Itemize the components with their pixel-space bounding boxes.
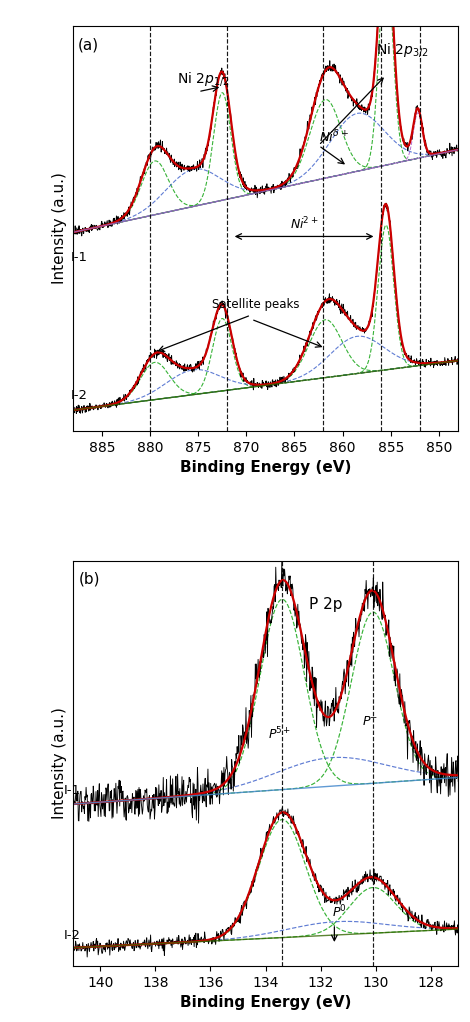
Text: Ni$^{\delta+}$: Ni$^{\delta+}$ (319, 129, 349, 145)
X-axis label: Binding Energy (eV): Binding Energy (eV) (180, 460, 351, 475)
Text: I-2: I-2 (64, 929, 81, 942)
Y-axis label: Intensity (a.u.): Intensity (a.u.) (52, 707, 67, 819)
Text: Ni $2p_{1/2}$: Ni $2p_{1/2}$ (177, 69, 229, 88)
Text: Ni$^{2+}$: Ni$^{2+}$ (290, 216, 318, 232)
Text: Ni $2p_{3/2}$: Ni $2p_{3/2}$ (376, 41, 429, 58)
Text: P$^{5+}$: P$^{5+}$ (267, 726, 291, 743)
Text: I-1: I-1 (70, 250, 87, 264)
Text: P$^{0}$: P$^{0}$ (332, 903, 346, 920)
Text: (a): (a) (78, 38, 99, 53)
Y-axis label: Intensity (a.u.): Intensity (a.u.) (52, 173, 67, 284)
Text: Satellite peaks: Satellite peaks (212, 297, 300, 311)
Text: (b): (b) (78, 572, 100, 587)
Text: P$^{-}$: P$^{-}$ (362, 714, 378, 728)
Text: P 2p: P 2p (309, 597, 343, 612)
Text: I-2: I-2 (70, 389, 87, 403)
X-axis label: Binding Energy (eV): Binding Energy (eV) (180, 995, 351, 1010)
Text: I-1: I-1 (64, 784, 81, 797)
